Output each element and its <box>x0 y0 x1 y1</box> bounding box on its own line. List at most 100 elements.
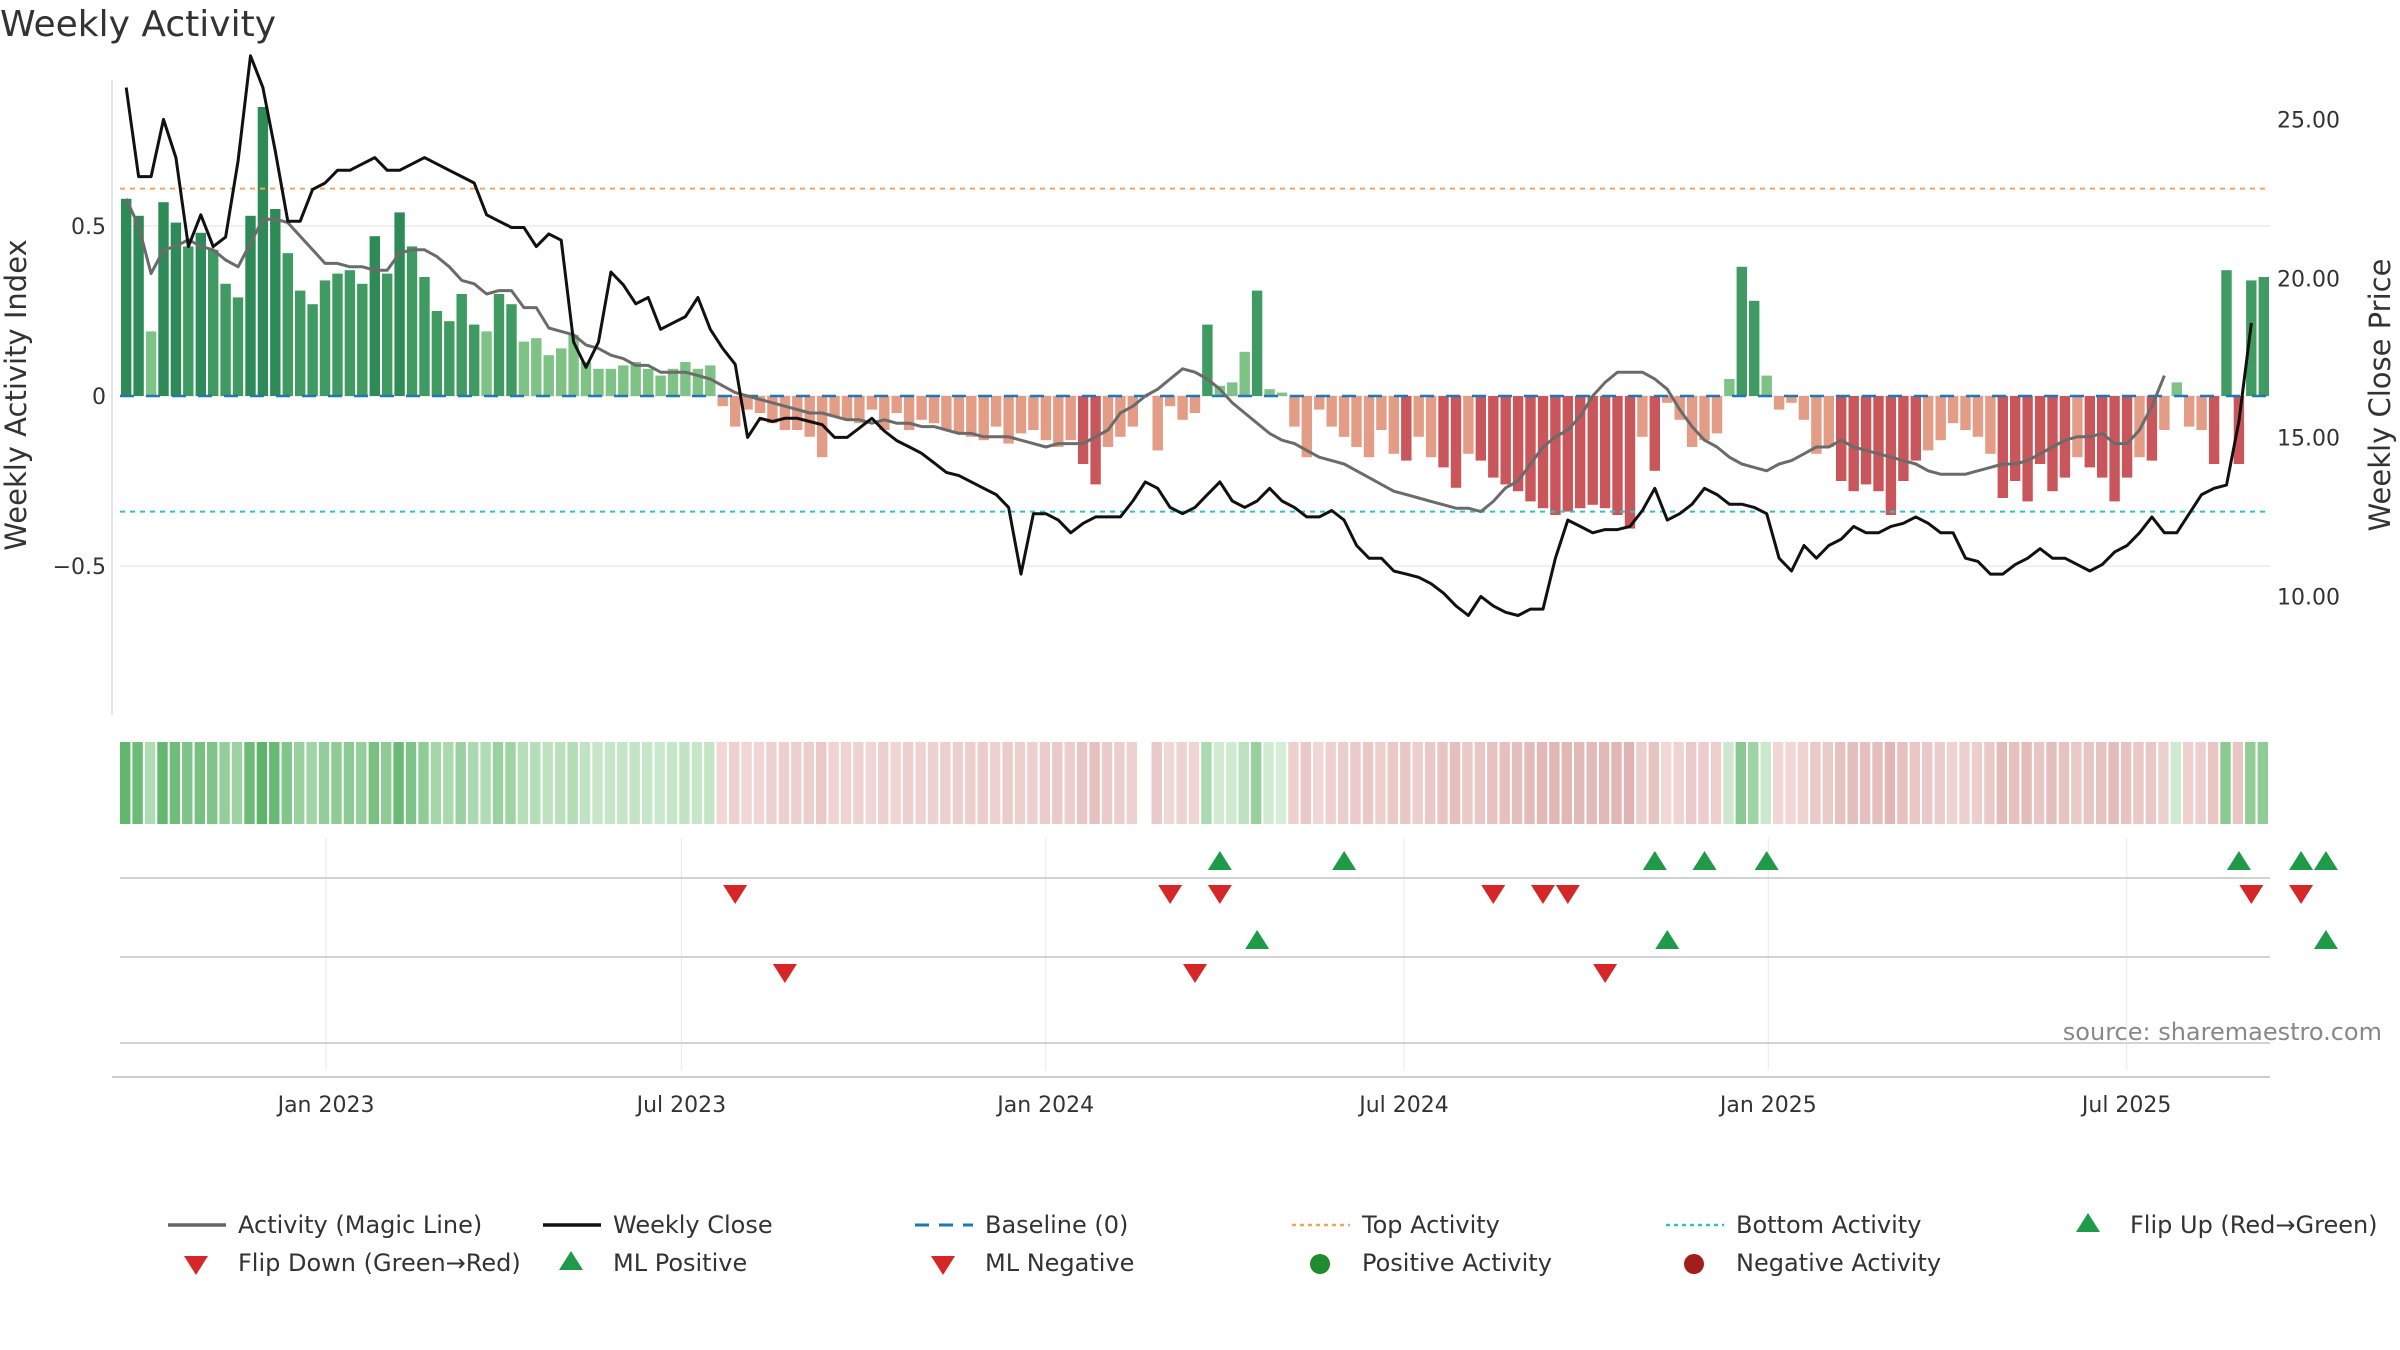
activity-bar <box>369 236 380 396</box>
flip-down-marker <box>1555 885 1580 904</box>
heat-cell <box>1387 742 1398 824</box>
heat-cell <box>1636 742 1647 824</box>
heat-cell <box>1511 742 1523 824</box>
activity-bar <box>1264 389 1275 396</box>
activity-bar <box>978 396 989 441</box>
heat-cell <box>2257 742 2268 824</box>
heat-cell <box>1723 742 1734 824</box>
heat-cell <box>1922 742 1933 824</box>
heat-cell <box>1959 742 1970 824</box>
signal-markers <box>120 851 2338 1044</box>
y-right-tick-label: 20.00 <box>2277 267 2340 292</box>
legend-label: ML Negative <box>985 1249 1134 1277</box>
flip-up-marker <box>2313 851 2338 870</box>
heat-cell <box>1623 742 1635 824</box>
heat-cell <box>157 742 168 824</box>
heat-cell <box>1735 742 1746 824</box>
activity-bar <box>1587 396 1598 505</box>
heat-cell <box>269 742 280 824</box>
heat-cell <box>1586 742 1597 824</box>
activity-bar <box>444 321 455 396</box>
activity-bar <box>1015 396 1027 434</box>
heat-cell <box>840 742 852 824</box>
activity-bar <box>667 368 679 396</box>
legend-item: Positive Activity <box>1310 1249 1552 1277</box>
activity-bar <box>2084 396 2095 468</box>
heat-cell <box>1822 742 1833 824</box>
heat-cell <box>182 742 193 824</box>
heat-cell <box>244 742 255 824</box>
x-tick-label: Jul 2023 <box>635 1093 727 1118</box>
heat-cell <box>1474 742 1485 824</box>
activity-bar <box>531 338 542 396</box>
heat-cell <box>281 742 292 824</box>
ml-negative-marker <box>1593 964 1618 983</box>
activity-bar <box>829 396 840 417</box>
heat-cell <box>1126 742 1137 824</box>
heat-cell <box>1549 742 1560 824</box>
heat-cell <box>318 742 330 824</box>
activity-bar <box>357 283 368 396</box>
legend-item: ML Negative <box>931 1249 1134 1277</box>
activity-bar <box>1338 396 1350 437</box>
heat-cell <box>1101 742 1113 824</box>
heat-cell <box>1648 742 1659 824</box>
activity-bar <box>580 362 592 396</box>
heat-cell <box>492 742 504 824</box>
heat-cell <box>1027 742 1038 824</box>
heat-cell <box>1052 742 1063 824</box>
heat-cell <box>2120 742 2132 824</box>
legend-swatch <box>2076 1213 2100 1232</box>
heat-cell <box>194 742 205 824</box>
heat-cell <box>1114 742 1125 824</box>
x-axis: Jan 2023 Jul 2023 Jan 2024 Jul 2024 Jan 2025… <box>112 1076 2270 1118</box>
heat-cell <box>1971 742 1983 824</box>
activity-bar <box>879 396 890 430</box>
heat-cell <box>1685 742 1697 824</box>
heat-cell <box>418 742 429 824</box>
heat-cell <box>1673 742 1684 824</box>
flip-down-marker <box>1481 885 1506 904</box>
activity-bar <box>382 273 393 396</box>
legend-item: Flip Down (Green→Red) <box>184 1249 521 1277</box>
activity-bar <box>1314 396 1325 410</box>
activity-bar <box>1848 396 1859 492</box>
activity-bar <box>1575 396 1586 509</box>
flip-up-marker <box>1692 851 1717 870</box>
heat-cell <box>1201 742 1212 824</box>
heat-cell <box>219 742 230 824</box>
heat-cell <box>816 742 827 824</box>
activity-bar <box>406 246 418 396</box>
activity-bar <box>990 396 1002 427</box>
heat-cell <box>368 742 379 824</box>
heat-cell <box>803 742 814 824</box>
activity-bar <box>1251 290 1263 396</box>
heat-cell <box>2195 742 2206 824</box>
legend-item: Activity (Magic Line) <box>168 1211 482 1239</box>
heat-cell <box>778 742 790 824</box>
activity-bar <box>1289 396 1300 427</box>
activity-bar <box>332 273 343 396</box>
activity-bar <box>1612 396 1623 515</box>
activity-bar <box>1525 396 1536 502</box>
activity-bar <box>2109 396 2120 502</box>
heat-cell <box>1847 742 1858 824</box>
source-label: source: sharemaestro.com <box>2063 1018 2382 1046</box>
activity-heat-strip <box>120 742 2268 824</box>
heat-cell <box>853 742 864 824</box>
x-tick-label: Jul 2024 <box>1357 1093 1449 1118</box>
ml-positive-marker <box>2313 930 2338 949</box>
heat-cell <box>791 742 802 824</box>
activity-bar <box>2184 396 2195 427</box>
heat-cell <box>1014 742 1026 824</box>
heat-cell <box>1772 742 1784 824</box>
activity-bar <box>1562 396 1573 512</box>
heat-cell <box>207 742 218 824</box>
heat-cell <box>1536 742 1548 824</box>
activity-bar <box>692 368 704 396</box>
heat-cell <box>1934 742 1945 824</box>
heat-cell <box>927 742 939 824</box>
activity-bar <box>1798 396 1810 420</box>
heat-cell <box>729 742 740 824</box>
activity-bar <box>1811 396 1822 454</box>
